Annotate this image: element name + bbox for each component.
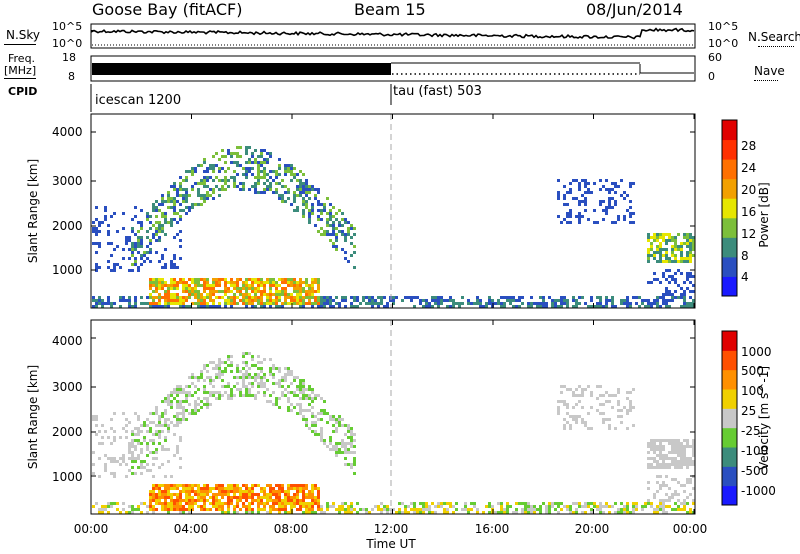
xtick-2: 08:00 — [273, 522, 309, 536]
power-cb-tick-16: 16 — [741, 205, 757, 219]
vel-cb-tick-500: 500 — [741, 364, 764, 378]
power-ytick-2000: 2000 — [52, 219, 83, 233]
power-ytick-3000: 3000 — [52, 174, 83, 188]
vel-cb-tick-m100: -100 — [741, 444, 769, 458]
freq-tick-bottom-right: 0 — [708, 70, 715, 83]
xtick-5: 20:00 — [574, 522, 610, 536]
power-cb-tick-12: 12 — [741, 227, 757, 241]
velocity-ytick-3000: 3000 — [52, 380, 83, 394]
velocity-ytick-4000: 4000 — [52, 334, 83, 348]
vel-cb-tick-m500: -500 — [741, 464, 769, 478]
power-cb-tick-28: 28 — [741, 139, 757, 153]
xtick-1: 04:00 — [173, 522, 209, 536]
freq-trace — [92, 62, 694, 75]
power-cb-tick-4: 4 — [741, 270, 749, 284]
freq-tick-bottom-left: 8 — [68, 70, 75, 83]
noise-tick-bottom-left: 10^0 — [52, 37, 83, 50]
power-colorbar-label: Power [dB] — [757, 182, 771, 248]
power-panel — [90, 113, 696, 309]
freq-tick-top-left: 18 — [62, 51, 76, 64]
cpid-label: CPID — [8, 85, 38, 98]
velocity-ylabel: Slant Range [km] — [26, 364, 40, 470]
power-cb-tick-20: 20 — [741, 183, 757, 197]
freq-label: Freq. — [8, 52, 36, 65]
velocity-panel — [90, 319, 696, 515]
power-cb-tick-8: 8 — [741, 249, 749, 263]
cpid-segment-2: tau (fast) 503 — [393, 84, 482, 99]
velocity-ytick-2000: 2000 — [52, 425, 83, 439]
x-axis-label: Time UT — [366, 537, 416, 551]
freq-unit-label: [MHz] — [4, 64, 37, 77]
power-ytick-4000: 4000 — [52, 125, 83, 139]
freq-tick-top-right: 60 — [708, 51, 722, 64]
velocity-colorbar — [721, 330, 738, 506]
xtick-3: 12:00 — [373, 522, 409, 536]
noise-tick-top-left: 10^5 — [52, 20, 83, 33]
nave-label: Nave — [754, 64, 785, 78]
date-title: 08/Jun/2014 — [586, 0, 683, 19]
noise-tick-top-right: 10^5 — [708, 20, 739, 33]
vel-cb-tick-25: 25 — [741, 404, 757, 418]
nsearch-label: N.Search — [748, 30, 800, 44]
station-title: Goose Bay (fitACF) — [92, 0, 243, 19]
power-cb-tick-24: 24 — [741, 161, 757, 175]
noise-tick-bottom-right: 10^0 — [708, 37, 739, 50]
noise-trace — [91, 27, 695, 46]
noise-panel-frame — [90, 23, 696, 49]
vel-cb-tick-m1000: -1000 — [741, 484, 776, 498]
xtick-6: 00:00 — [672, 522, 708, 536]
xtick-4: 16:00 — [474, 522, 510, 536]
vel-cb-tick-1000: 1000 — [741, 345, 772, 359]
xtick-0: 00:00 — [73, 522, 109, 536]
vel-cb-tick-m25: -25 — [741, 424, 761, 438]
beam-title: Beam 15 — [354, 0, 426, 19]
power-ytick-1000: 1000 — [52, 263, 83, 277]
cpid-segment-1: icescan 1200 — [95, 93, 182, 108]
velocity-ytick-1000: 1000 — [52, 470, 83, 484]
nsky-label: N.Sky — [6, 28, 41, 42]
freq-panel-frame — [90, 55, 696, 82]
power-ylabel: Slant Range [km] — [26, 158, 40, 264]
power-colorbar — [721, 119, 738, 297]
vel-cb-tick-100: 100 — [741, 384, 764, 398]
